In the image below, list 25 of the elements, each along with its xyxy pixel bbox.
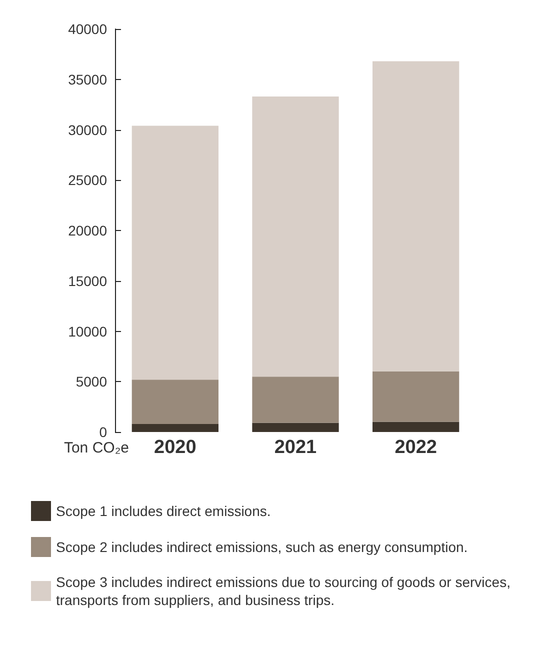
bar <box>132 380 218 424</box>
y-tick-label: 40000 <box>68 21 108 37</box>
y-tick-label: 35000 <box>68 71 108 88</box>
legend-label: Scope 3 includes indirect emissions due to sourcing of goods or services, transports from suppliers, and business trips. <box>56 574 514 608</box>
bar <box>132 126 218 380</box>
bar <box>372 422 460 432</box>
y-tick-label: 25000 <box>68 172 108 188</box>
y-tick-label: 0 <box>99 424 108 440</box>
bar <box>132 424 218 432</box>
bar <box>372 372 460 422</box>
y-tick-label: 5000 <box>76 374 108 390</box>
legend-label: Scope 2 includes indirect emissions, such as energy consumption. <box>56 539 468 555</box>
x-tick-label: 2020 <box>154 437 196 458</box>
x-tick-label: 2021 <box>274 437 318 458</box>
y-tick-label: 30000 <box>68 122 108 138</box>
bar <box>372 61 460 372</box>
y-tick-label: 20000 <box>68 222 108 238</box>
bar <box>252 96 339 377</box>
bar <box>252 422 339 432</box>
x-tick-label: 2022 <box>394 437 437 458</box>
legend-label: Scope 1 includes direct emissions. <box>56 503 271 519</box>
bar <box>252 376 339 423</box>
y-tick-label: 10000 <box>68 323 108 340</box>
y-axis-title: Ton CO₂e <box>64 440 129 456</box>
y-tick-label: 15000 <box>68 272 108 289</box>
